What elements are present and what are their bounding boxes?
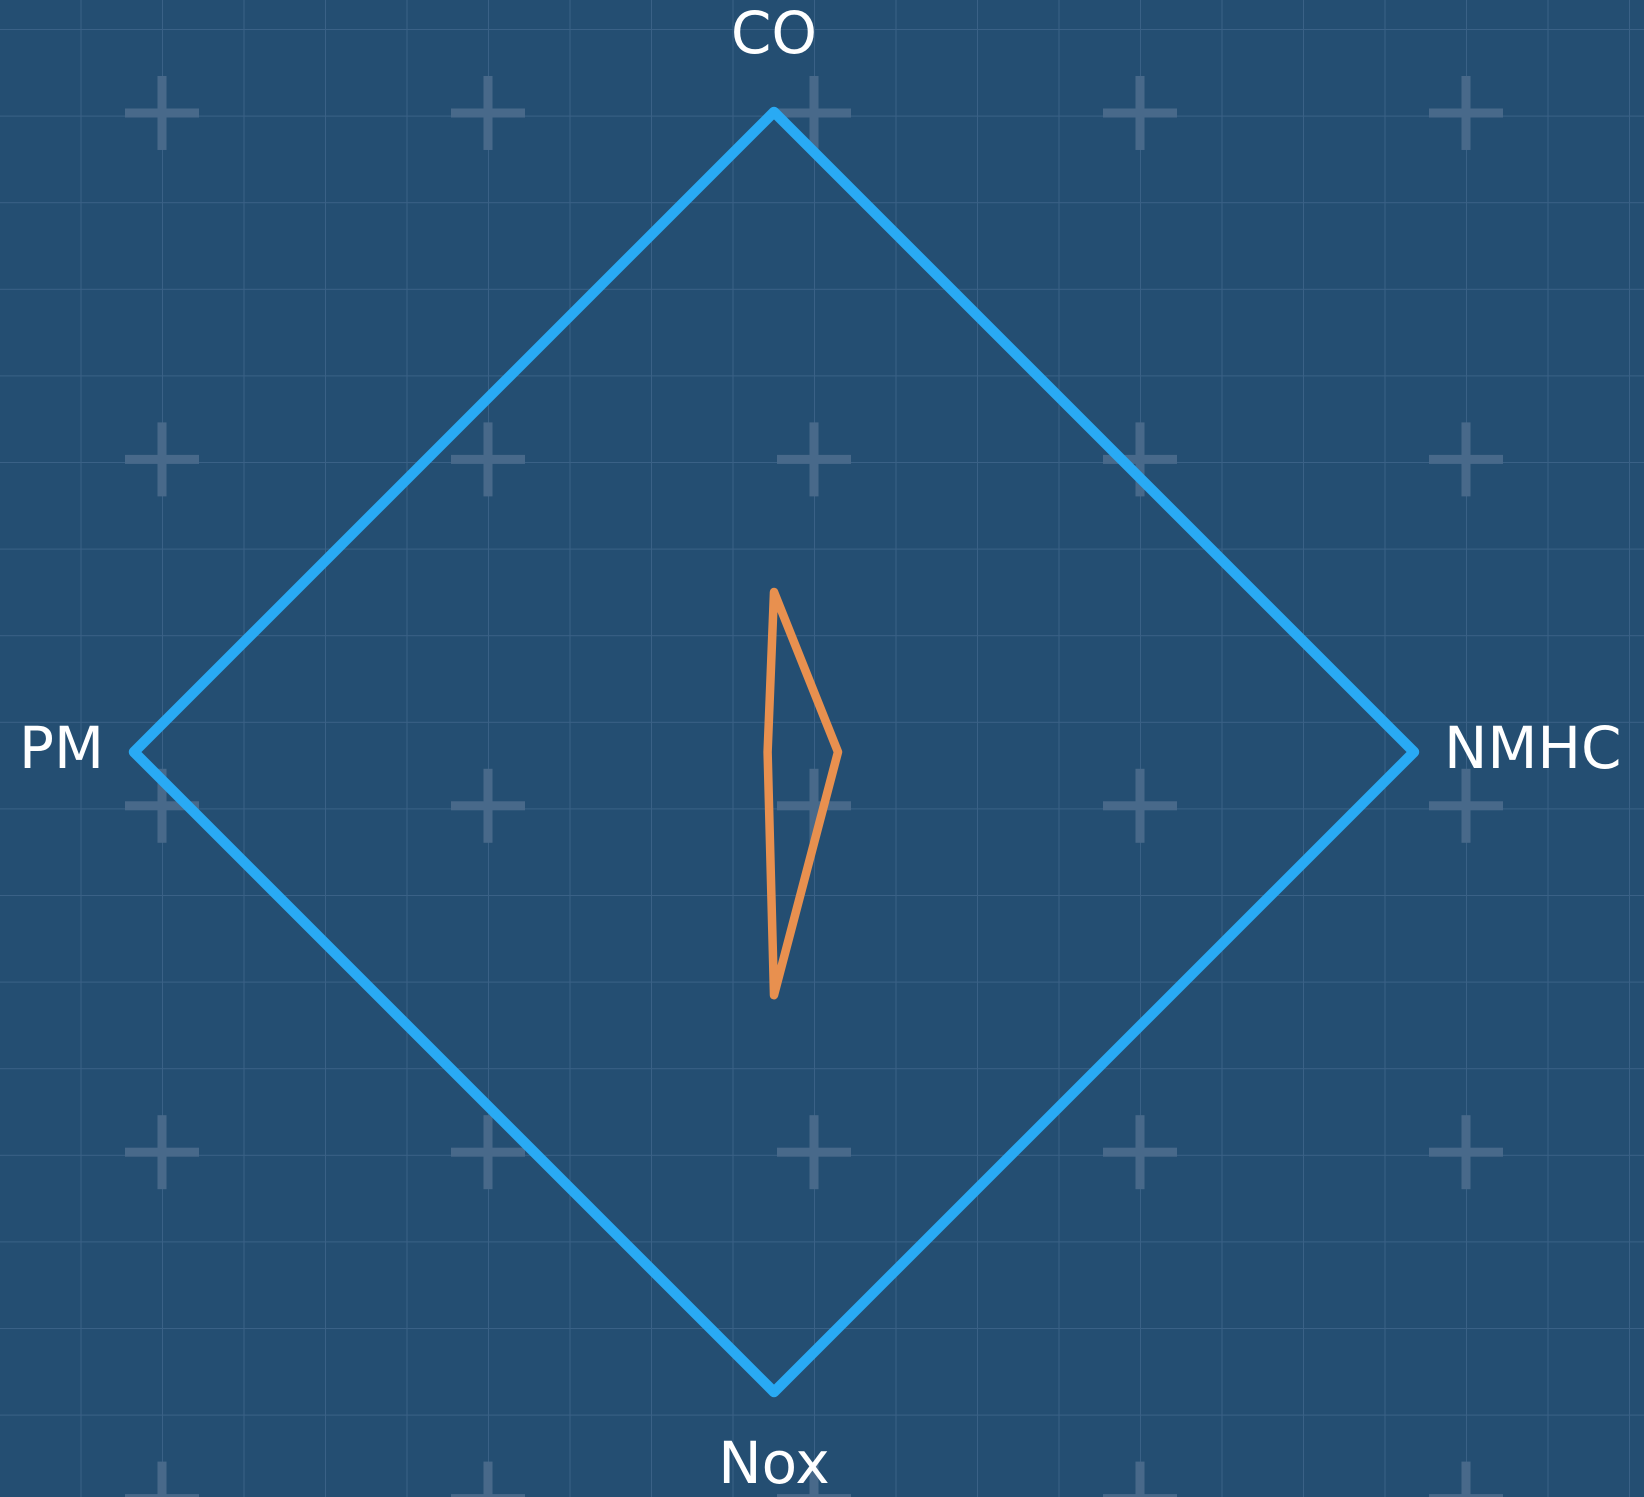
- radar-line: [763, 587, 843, 1000]
- axis-label: PM: [19, 714, 104, 782]
- axis-label: NMHC: [1444, 714, 1622, 782]
- radar-line: [128, 106, 1420, 1398]
- axis-label: CO: [731, 0, 817, 67]
- axis-label: Nox: [718, 1429, 829, 1497]
